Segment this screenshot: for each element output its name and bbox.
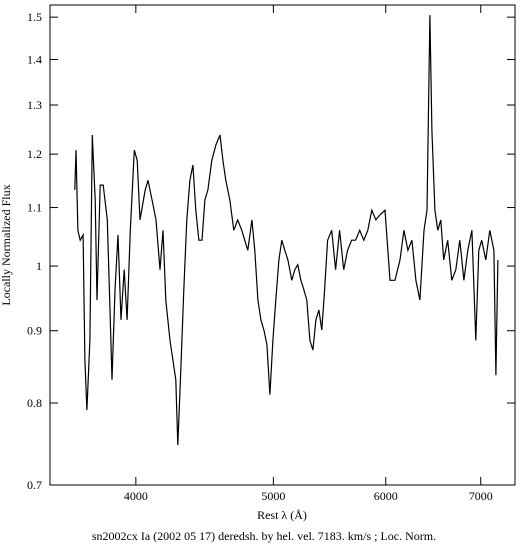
y-tick-label: 0.7 [27,478,42,492]
plot-frame [49,4,516,486]
chart-title: sn2002cx Ia (2002 05 17) deredsh. by hel… [92,529,436,543]
x-tick-label: 4000 [124,489,148,503]
y-tick-label: 1.4 [27,53,42,67]
y-tick-label: 1.1 [27,201,42,215]
y-axis-label: Locally Normalized Flux [0,184,13,305]
y-tick-label: 1.2 [27,147,42,161]
x-tick-label: 7000 [469,489,493,503]
spectrum-line [74,15,499,446]
x-tick-label: 5000 [261,489,285,503]
y-tick-label: 0.9 [27,324,42,338]
y-tick-label: 0.8 [27,396,42,410]
x-axis-label: Rest λ (Å) [257,508,307,522]
x-tick-label: 6000 [374,489,398,503]
y-tick-label: 1.5 [27,10,42,24]
y-tick-label: 1.3 [27,98,42,112]
y-tick-label: 1 [36,259,42,273]
